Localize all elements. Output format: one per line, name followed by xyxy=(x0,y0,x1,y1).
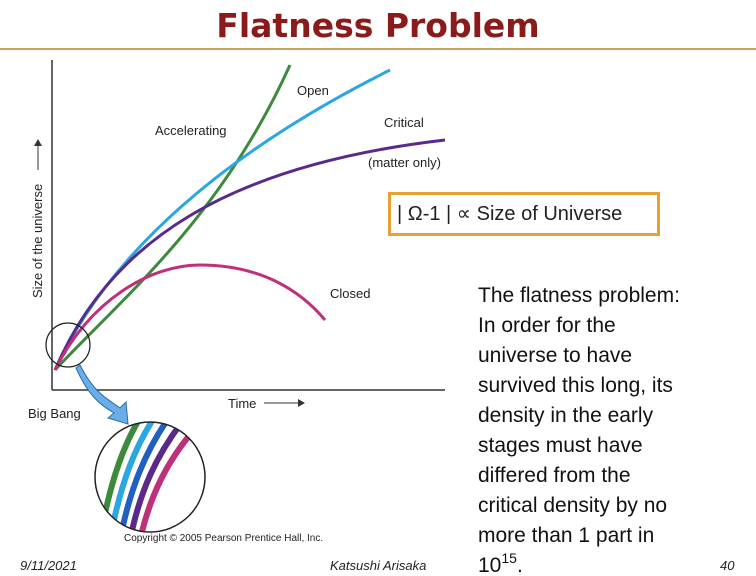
critical-curve xyxy=(53,138,446,371)
body-line: critical density by no xyxy=(478,494,668,517)
body-text: The flatness problem: In order for the uni… xyxy=(478,281,680,576)
label-big-bang: Big Bang xyxy=(28,406,81,421)
slide-title: Flatness Problem xyxy=(216,6,540,45)
zoom-circle xyxy=(45,322,91,368)
zoom-view xyxy=(94,421,206,533)
accelerating-curve xyxy=(53,68,391,371)
exponent: 15 xyxy=(501,550,517,566)
label-accelerating: Accelerating xyxy=(155,123,227,138)
base: 10 xyxy=(478,554,502,576)
zoom-arrow xyxy=(75,364,129,425)
end: . xyxy=(516,554,523,576)
body-lines: The flatness problem: In order for the uni… xyxy=(478,281,680,551)
time-arrow-head xyxy=(298,399,305,407)
label-closed: Closed xyxy=(330,286,370,301)
copyright: Copyright © 2005 Pearson Prentice Hall, … xyxy=(124,533,323,544)
footer-page: 40 xyxy=(720,558,735,573)
label-matter-only: (matter only) xyxy=(368,155,441,170)
footer-author: Katsushi Arisaka xyxy=(330,558,427,573)
open-curve xyxy=(53,64,292,372)
body-line: In order for the xyxy=(478,314,616,337)
label-y-axis: Size of the universe xyxy=(30,184,45,298)
body-line: survived this long, its xyxy=(478,374,673,397)
body-line: The flatness problem: xyxy=(478,284,680,307)
body-line: density in the early xyxy=(478,404,654,427)
body-line: universe to have xyxy=(478,344,633,367)
y-arrow-head xyxy=(34,139,42,146)
body-line: stages must have xyxy=(478,434,643,457)
closed-curve xyxy=(53,263,327,371)
body-line: differed from the xyxy=(478,464,631,487)
body-line: more than 1 part in xyxy=(478,524,655,547)
label-open: Open xyxy=(297,83,329,98)
footer-date: 9/11/2021 xyxy=(20,558,77,573)
body-last-line: 1015. xyxy=(478,551,680,576)
label-time: Time xyxy=(228,396,256,411)
formula-box: | Ω-1 | ∝ Size of Universe xyxy=(388,192,660,236)
label-critical: Critical xyxy=(384,115,424,130)
